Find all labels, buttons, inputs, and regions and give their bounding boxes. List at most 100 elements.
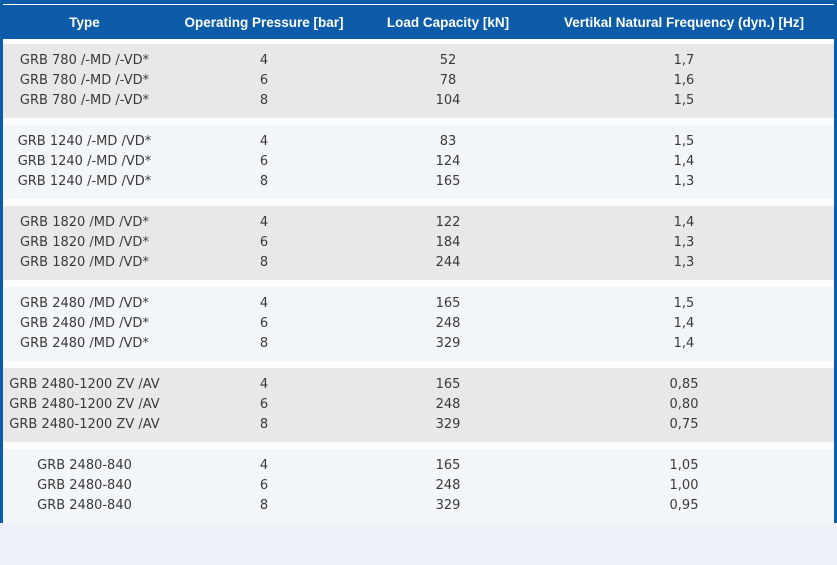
cell-type: GRB 2480 /MD /VD* [20,296,149,311]
cell-pressure: 4 [259,458,269,473]
table-row: GRB 2480-1200 ZV /AV 6 248 0,80 [3,395,834,415]
table-row: GRB 780 /-MD /-VD* 6 78 1,6 [3,71,834,91]
cell-frequency: 1,4 [673,336,695,351]
cell-type: GRB 2480-1200 ZV /AV [9,377,160,392]
cell-load-capacity: 184 [435,235,461,250]
column-header-load-capacity: Load Capacity [kN] [386,14,510,30]
cell-load-capacity: 165 [435,377,461,392]
cell-pressure: 8 [259,498,269,513]
row-group: GRB 2480-840 4 165 1,05 GRB 2480-840 6 248 1,00… [3,449,834,523]
table-row: GRB 1820 /MD /VD* 8 244 1,3 [3,253,834,273]
cell-type: GRB 780 /-MD /-VD* [19,73,150,88]
cell-pressure: 4 [259,296,269,311]
row-group: GRB 2480 /MD /VD* 4 165 1,5 GRB 2480 /MD /VD… [3,287,834,361]
cell-pressure: 4 [259,53,269,68]
cell-type: GRB 780 /-MD /-VD* [19,53,150,68]
cell-type: GRB 1820 /MD /VD* [20,255,149,270]
cell-pressure: 6 [259,478,269,493]
cell-pressure: 4 [259,215,269,230]
cell-frequency: 0,75 [669,417,699,432]
cell-frequency: 1,6 [673,73,695,88]
cell-load-capacity: 52 [439,53,457,68]
cell-load-capacity: 248 [435,397,461,412]
cell-frequency: 1,3 [673,235,695,250]
cell-type: GRB 2480-840 [37,498,132,513]
cell-type: GRB 2480 /MD /VD* [20,336,149,351]
cell-load-capacity: 248 [435,316,461,331]
cell-pressure: 6 [259,235,269,250]
table-row: GRB 2480 /MD /VD* 8 329 1,4 [3,334,834,354]
cell-type: GRB 1820 /MD /VD* [20,215,149,230]
table-row: GRB 2480 /MD /VD* 4 165 1,5 [3,294,834,314]
cell-pressure: 8 [259,255,269,270]
cell-pressure: 6 [259,397,269,412]
cell-load-capacity: 83 [439,134,457,149]
cell-frequency: 1,4 [673,215,695,230]
table-row: GRB 1240 /-MD /VD* 4 83 1,5 [3,132,834,152]
cell-pressure: 4 [259,377,269,392]
table-row: GRB 780 /-MD /-VD* 8 104 1,5 [3,91,834,111]
cell-pressure: 4 [259,134,269,149]
column-header-operating-pressure: Operating Pressure [bar] [184,14,344,30]
table-row: GRB 2480-1200 ZV /AV 8 329 0,75 [3,415,834,435]
cell-type: GRB 1240 /-MD /VD* [17,174,152,189]
cell-frequency: 0,85 [669,377,699,392]
cell-type: GRB 1240 /-MD /VD* [17,134,152,149]
table-row: GRB 780 /-MD /-VD* 4 52 1,7 [3,51,834,71]
table-row: GRB 1820 /MD /VD* 4 122 1,4 [3,213,834,233]
table-header-row: Type Operating Pressure [bar] Load Capac… [3,5,834,39]
cell-pressure: 8 [259,174,269,189]
cell-load-capacity: 165 [435,296,461,311]
table-row: GRB 1240 /-MD /VD* 6 124 1,4 [3,152,834,172]
cell-frequency: 1,00 [669,478,699,493]
cell-frequency: 1,05 [669,458,699,473]
cell-frequency: 1,5 [673,93,695,108]
table-row: GRB 2480-840 6 248 1,00 [3,476,834,496]
table-row: GRB 1240 /-MD /VD* 8 165 1,3 [3,172,834,192]
row-group: GRB 1820 /MD /VD* 4 122 1,4 GRB 1820 /MD /VD… [3,206,834,280]
cell-type: GRB 1820 /MD /VD* [20,235,149,250]
cell-type: GRB 2480-840 [37,478,132,493]
spec-table: Type Operating Pressure [bar] Load Capac… [0,0,837,523]
cell-type: GRB 2480-1200 ZV /AV [9,417,160,432]
cell-load-capacity: 104 [435,93,461,108]
column-header-type: Type [69,14,100,30]
cell-frequency: 0,95 [669,498,699,513]
cell-frequency: 1,7 [673,53,695,68]
row-group: GRB 780 /-MD /-VD* 4 52 1,7 GRB 780 /-MD /-V… [3,44,834,118]
table-row: GRB 2480 /MD /VD* 6 248 1,4 [3,314,834,334]
cell-load-capacity: 329 [435,498,461,513]
cell-pressure: 6 [259,316,269,331]
cell-load-capacity: 124 [435,154,461,169]
cell-pressure: 8 [259,417,269,432]
cell-frequency: 1,4 [673,154,695,169]
cell-frequency: 1,4 [673,316,695,331]
cell-pressure: 6 [259,154,269,169]
cell-frequency: 1,3 [673,174,695,189]
cell-type: GRB 2480 /MD /VD* [20,316,149,331]
cell-frequency: 1,5 [673,134,695,149]
cell-type: GRB 2480-1200 ZV /AV [9,397,160,412]
table-body: GRB 780 /-MD /-VD* 4 52 1,7 GRB 780 /-MD /-V… [3,39,834,523]
cell-load-capacity: 329 [435,336,461,351]
cell-pressure: 8 [259,93,269,108]
cell-load-capacity: 78 [439,73,457,88]
cell-type: GRB 780 /-MD /-VD* [19,93,150,108]
table-row: GRB 2480-840 4 165 1,05 [3,456,834,476]
cell-type: GRB 2480-840 [37,458,132,473]
cell-load-capacity: 165 [435,174,461,189]
table-row: GRB 1820 /MD /VD* 6 184 1,3 [3,233,834,253]
cell-pressure: 6 [259,73,269,88]
row-group: GRB 2480-1200 ZV /AV 4 165 0,85 GRB 2480-120… [3,368,834,442]
column-header-natural-frequency: Vertikal Natural Frequency (dyn.) [Hz] [563,14,805,30]
cell-frequency: 1,5 [673,296,695,311]
cell-load-capacity: 329 [435,417,461,432]
cell-pressure: 8 [259,336,269,351]
cell-frequency: 0,80 [669,397,699,412]
table-row: GRB 2480-1200 ZV /AV 4 165 0,85 [3,375,834,395]
cell-type: GRB 1240 /-MD /VD* [17,154,152,169]
cell-load-capacity: 244 [435,255,461,270]
cell-load-capacity: 122 [435,215,461,230]
cell-frequency: 1,3 [673,255,695,270]
